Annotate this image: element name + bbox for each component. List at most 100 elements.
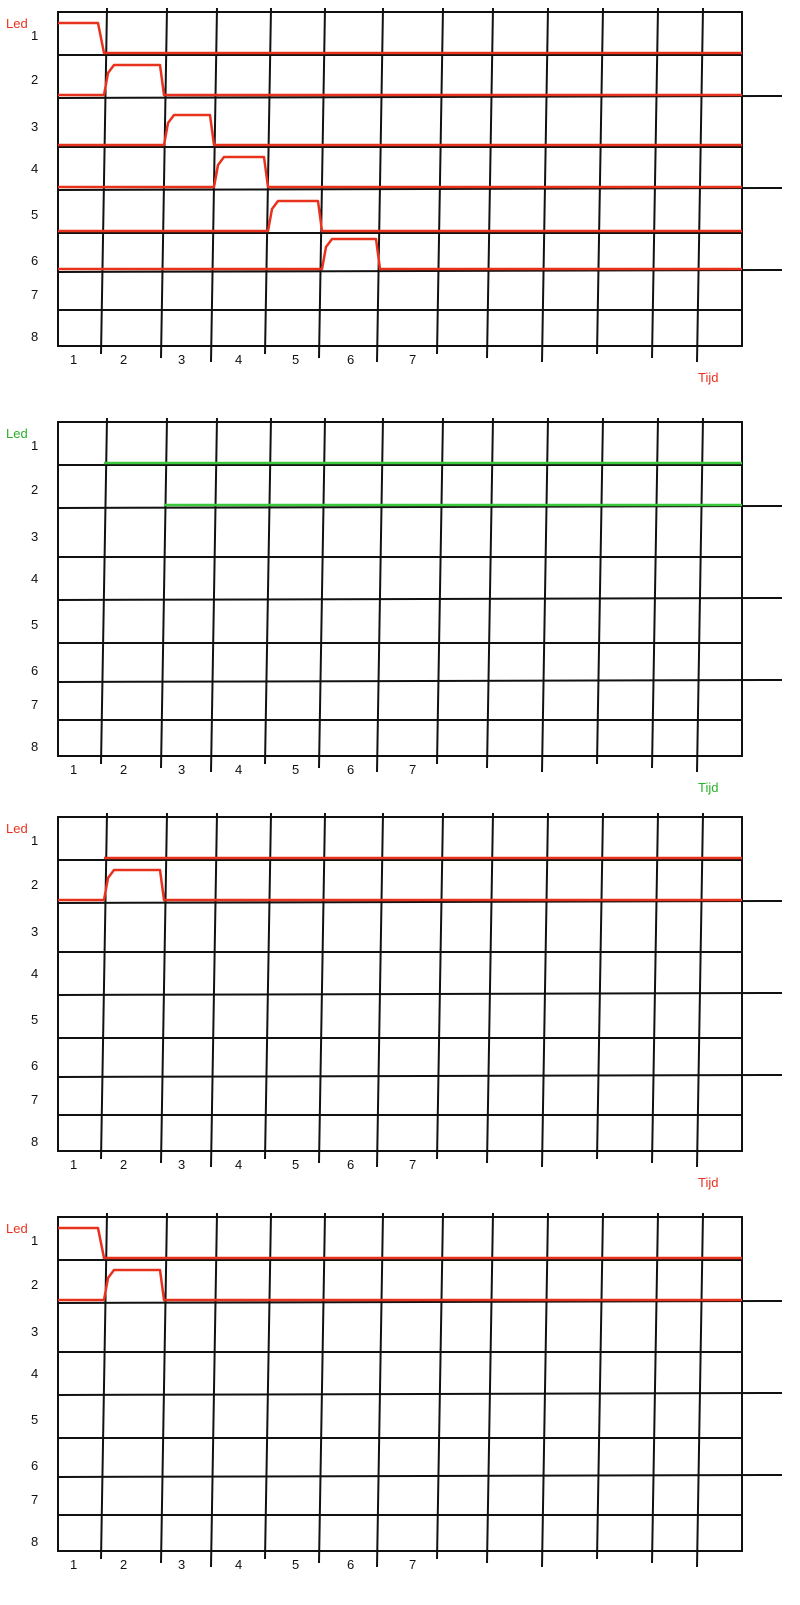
grid-col-line [100, 417, 108, 765]
grid-col-line [100, 812, 108, 1160]
grid-col-line [100, 1212, 108, 1560]
grid-col-line [486, 417, 494, 769]
signal-trace-led-3 [58, 113, 742, 147]
row-label: 4 [31, 966, 38, 981]
row-label: 2 [31, 1277, 38, 1292]
grid-col-line [651, 417, 659, 769]
timing-diagram-1: Led 1 2 3 4 5 6 7 8 1 2 3 4 5 6 7 Tijd [0, 0, 800, 400]
grid-col-line [160, 812, 168, 1164]
row-label: 2 [31, 72, 38, 87]
signal-trace-led-2 [58, 63, 742, 97]
grid-col-line [486, 7, 494, 359]
column-label: 7 [409, 762, 416, 777]
axis-title-led: Led [6, 1221, 28, 1236]
timing-diagram-3: Led 1 2 3 4 5 6 7 8 1 2 3 4 5 6 7 Tijd [0, 805, 800, 1205]
grid-col-line [696, 417, 704, 773]
grid-col-line [160, 1212, 168, 1564]
grid-row-line [57, 900, 783, 904]
column-label: 7 [409, 1157, 416, 1172]
grid-col-line [318, 812, 326, 1164]
row-label: 2 [31, 482, 38, 497]
row-label: 8 [31, 1534, 38, 1549]
grid-row-line [57, 679, 783, 683]
grid-col-line [210, 1212, 218, 1568]
grid-col-line [651, 1212, 659, 1564]
grid-col-line [264, 812, 272, 1160]
row-label: 5 [31, 207, 38, 222]
axis-title-tijd: Tijd [698, 1175, 718, 1190]
row-label: 2 [31, 877, 38, 892]
row-label: 8 [31, 1134, 38, 1149]
column-label: 4 [235, 352, 242, 367]
row-label: 3 [31, 529, 38, 544]
row-label: 5 [31, 1412, 38, 1427]
row-label: 7 [31, 287, 38, 302]
column-label: 6 [347, 352, 354, 367]
grid-col-line [541, 812, 549, 1168]
column-label: 2 [120, 762, 127, 777]
grid-col-line [541, 1212, 549, 1568]
grid-col-line [596, 417, 604, 765]
column-label: 3 [178, 352, 185, 367]
grid-col-line [264, 1212, 272, 1560]
grid-row-line [57, 269, 783, 273]
grid-col-line [376, 1212, 384, 1568]
column-label: 3 [178, 762, 185, 777]
signal-trace-led-1 [58, 21, 742, 55]
grid-col-line [486, 812, 494, 1164]
grid-row-line [57, 95, 783, 99]
column-label: 4 [235, 762, 242, 777]
row-label: 3 [31, 1324, 38, 1339]
row-label: 4 [31, 161, 38, 176]
row-label: 6 [31, 1058, 38, 1073]
grid-frame [57, 816, 743, 1152]
grid-col-line [696, 812, 704, 1168]
row-label: 6 [31, 253, 38, 268]
column-label: 3 [178, 1557, 185, 1572]
signal-trace-led-6 [58, 237, 742, 271]
timing-diagram-2: Led 1 2 3 4 5 6 7 8 1 2 3 4 5 6 7 Tijd [0, 410, 800, 810]
row-label: 4 [31, 571, 38, 586]
grid-col-line [436, 812, 444, 1160]
row-label: 4 [31, 1366, 38, 1381]
row-label: 7 [31, 1492, 38, 1507]
row-label: 3 [31, 119, 38, 134]
signal-trace-led-1 [58, 1226, 742, 1260]
row-label: 8 [31, 739, 38, 754]
axis-title-tijd: Tijd [698, 780, 718, 795]
column-label: 4 [235, 1157, 242, 1172]
grid-col-line [318, 417, 326, 769]
grid-col-line [436, 417, 444, 765]
grid-row-line [57, 1074, 783, 1078]
row-label: 6 [31, 663, 38, 678]
grid-col-line [210, 417, 218, 773]
column-label: 6 [347, 762, 354, 777]
grid-frame [57, 1216, 743, 1552]
column-label: 5 [292, 762, 299, 777]
column-label: 4 [235, 1557, 242, 1572]
column-label: 7 [409, 1557, 416, 1572]
grid-col-line [376, 7, 384, 363]
row-label: 5 [31, 617, 38, 632]
grid-col-line [596, 812, 604, 1160]
grid-col-line [318, 1212, 326, 1564]
grid-col-line [100, 7, 108, 355]
signal-trace-led-4 [58, 155, 742, 189]
column-label: 3 [178, 1157, 185, 1172]
column-label: 5 [292, 1157, 299, 1172]
column-label: 2 [120, 1557, 127, 1572]
signal-trace-led-2 [58, 1268, 742, 1302]
column-label: 6 [347, 1557, 354, 1572]
column-label: 1 [70, 352, 77, 367]
grid-col-line [541, 417, 549, 773]
axis-title-led: Led [6, 426, 28, 441]
grid-col-line [160, 7, 168, 359]
column-label: 1 [70, 762, 77, 777]
grid-row-line [57, 505, 783, 509]
axis-title-led: Led [6, 16, 28, 31]
